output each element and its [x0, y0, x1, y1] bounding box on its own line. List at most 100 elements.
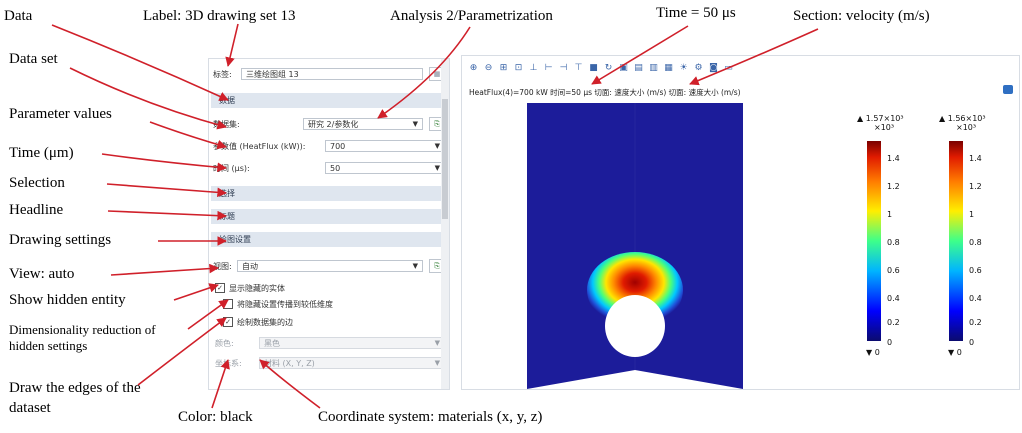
- view-value: 自动: [242, 261, 258, 271]
- zoom-out-icon[interactable]: ⊖: [484, 62, 493, 73]
- label-input-value: 三维绘图组 13: [246, 69, 299, 79]
- param-value: 700: [330, 141, 346, 151]
- reduce-dimension-checkbox[interactable]: 将隐藏设置传播到较低维度: [223, 298, 333, 310]
- reduce-dimension-label: 将隐藏设置传播到较低维度: [237, 299, 333, 309]
- frame-select[interactable]: 材料 (X, Y, Z) ▼: [259, 357, 445, 369]
- time-select[interactable]: 50 ▼: [325, 162, 445, 174]
- section-data[interactable]: 数据: [211, 93, 447, 108]
- chevron-down-icon: ▼: [434, 359, 440, 367]
- annotation-section: Section: velocity (m/s): [793, 8, 930, 24]
- chevron-down-icon: ▼: [412, 262, 418, 270]
- param-label: 参数值 (HeatFlux (kW)):: [213, 141, 306, 151]
- colorbar-1-tick: 0.8: [887, 238, 900, 247]
- section-data-label: 数据: [219, 96, 235, 105]
- chevron-down-icon: ▼: [434, 339, 440, 347]
- colorbar-1: [867, 141, 881, 341]
- annotation-data: Data: [4, 8, 33, 24]
- color-select[interactable]: 黑色 ▼: [259, 337, 445, 349]
- section-title[interactable]: 标题: [211, 209, 447, 224]
- zoom-in-icon[interactable]: ⊕: [469, 62, 478, 73]
- param-row: 参数值 (HeatFlux (kW)): 700 ▼: [213, 139, 445, 153]
- annotation-drawing-settings: Drawing settings: [9, 232, 112, 248]
- colorbar-1-tick: 1.2: [887, 182, 900, 191]
- colorbar-1-tick: 0.6: [887, 266, 900, 275]
- colorbar-1-max: ▲ 1.57×10³: [857, 114, 904, 123]
- frame-value: 材料 (X, Y, Z): [264, 358, 315, 368]
- color-label: 颜色:: [215, 338, 234, 348]
- colorbar-1-tick: 1.4: [887, 154, 900, 163]
- dataset-value: 研究 2/参数化: [308, 119, 359, 129]
- annotation-draw-edges: Draw the edges of the dataset: [9, 380, 141, 416]
- scrollbar-thumb[interactable]: [442, 99, 448, 219]
- zoom-box-icon[interactable]: ⊞: [499, 62, 508, 73]
- colorbar-2: [949, 141, 963, 341]
- chevron-down-icon: ▼: [412, 120, 418, 128]
- time-label: 时间 (μs):: [213, 163, 250, 173]
- section-title-label: 标题: [219, 212, 235, 221]
- view-zx-icon[interactable]: ⊤: [574, 62, 583, 73]
- colorbar-2-tick: 0: [969, 338, 975, 347]
- label-input[interactable]: 三维绘图组 13: [241, 68, 423, 80]
- annotation-show-hidden: Show hidden entity: [9, 292, 126, 308]
- colorbar-2-min: ▼ 0: [948, 348, 962, 357]
- view-select[interactable]: 自动 ▼: [237, 260, 423, 272]
- colorbar-1-tick: 0.4: [887, 294, 900, 303]
- draw-edges-label: 绘制数据集的边: [237, 317, 293, 327]
- arrow-data: [51, 24, 229, 101]
- frame-label: 坐标系:: [215, 358, 242, 368]
- dataset-select[interactable]: 研究 2/参数化 ▼: [303, 118, 423, 130]
- plot-title: HeatFlux(4)=700 kW 时间=50 μs 切面: 速度大小 (m/…: [469, 88, 741, 97]
- graphics-window: ⊕ ⊖ ⊞ ⊡ ⊥ ⊢ ⊣ ⊤ ■ ↻ ▣ ▤ ▥ ▦ ☀ ⚙ ◙ ▭ Heat…: [461, 55, 1020, 390]
- axis-icon[interactable]: ⊥: [529, 62, 538, 73]
- view-yz-icon[interactable]: ⊣: [559, 62, 568, 73]
- panel-scrollbar[interactable]: [441, 59, 449, 389]
- annotation-view: View: auto: [9, 266, 75, 282]
- colorbar-1-unit: ×10³: [874, 123, 895, 132]
- colorbar-2-tick: 0.2: [969, 318, 982, 327]
- annotation-headline: Headline: [9, 202, 64, 218]
- annotation-selection: Selection: [9, 175, 65, 191]
- view-label: 视图:: [213, 261, 232, 271]
- colorbar-2-tick: 0.8: [969, 238, 982, 247]
- dataset-row: 数据集: 研究 2/参数化 ▼ ⎘: [213, 117, 445, 131]
- zoom-extents-icon[interactable]: ⊡: [514, 62, 523, 73]
- checkbox-box: ✓: [223, 317, 233, 327]
- colorbar-1-tick: 0.2: [887, 318, 900, 327]
- section-selection-label: 选择: [219, 189, 235, 198]
- dataset-label: 数据集:: [213, 119, 240, 129]
- screenshot-icon[interactable]: [1003, 85, 1013, 94]
- colorbar-2-tick: 0.4: [969, 294, 982, 303]
- section-plot-settings[interactable]: 绘图设置: [211, 232, 447, 247]
- annotation-time: Time (μm): [9, 145, 74, 161]
- show-hidden-checkbox[interactable]: ✓ 显示隐藏的实体: [215, 282, 285, 294]
- annotation-data-set: Data set: [9, 51, 58, 67]
- label-caption: 标签:: [213, 69, 232, 79]
- plot-canvas: [527, 103, 963, 389]
- section-plot-settings-label: 绘图设置: [219, 235, 251, 244]
- annotation-time-top: Time = 50 μs: [656, 5, 736, 21]
- time-row: 时间 (μs): 50 ▼: [213, 161, 445, 175]
- colorbar-2-tick: 0.6: [969, 266, 982, 275]
- annotation-parameter-values: Parameter values: [9, 106, 112, 122]
- annotation-coordinate-system: Coordinate system: materials (x, y, z): [318, 409, 543, 425]
- chevron-down-icon: ▼: [434, 142, 440, 150]
- frame-row: 坐标系: 材料 (X, Y, Z) ▼: [215, 356, 445, 370]
- annotation-label: Label: 3D drawing set 13: [143, 8, 296, 24]
- annotation-analysis: Analysis 2/Parametrization: [390, 8, 553, 24]
- colorbar-2-tick: 1.2: [969, 182, 982, 191]
- checkbox-box: [223, 299, 233, 309]
- arrow-view: [110, 263, 219, 276]
- view-row: 视图: 自动 ▼ ⎘: [213, 259, 445, 273]
- draw-edges-checkbox[interactable]: ✓ 绘制数据集的边: [223, 316, 293, 328]
- colorbar-2-tick: 1: [969, 210, 975, 219]
- cylinder-hole: [605, 295, 665, 357]
- section-selection[interactable]: 选择: [211, 186, 447, 201]
- param-select[interactable]: 700 ▼: [325, 140, 445, 152]
- colorbar-1-tick: 0: [887, 338, 893, 347]
- view-xy-icon[interactable]: ⊢: [544, 62, 553, 73]
- color-value: 黑色: [264, 338, 280, 348]
- annotation-color: Color: black: [178, 409, 253, 425]
- time-value: 50: [330, 163, 341, 173]
- colorbar-1-min: ▼ 0: [866, 348, 880, 357]
- color-row: 颜色: 黑色 ▼: [215, 336, 445, 350]
